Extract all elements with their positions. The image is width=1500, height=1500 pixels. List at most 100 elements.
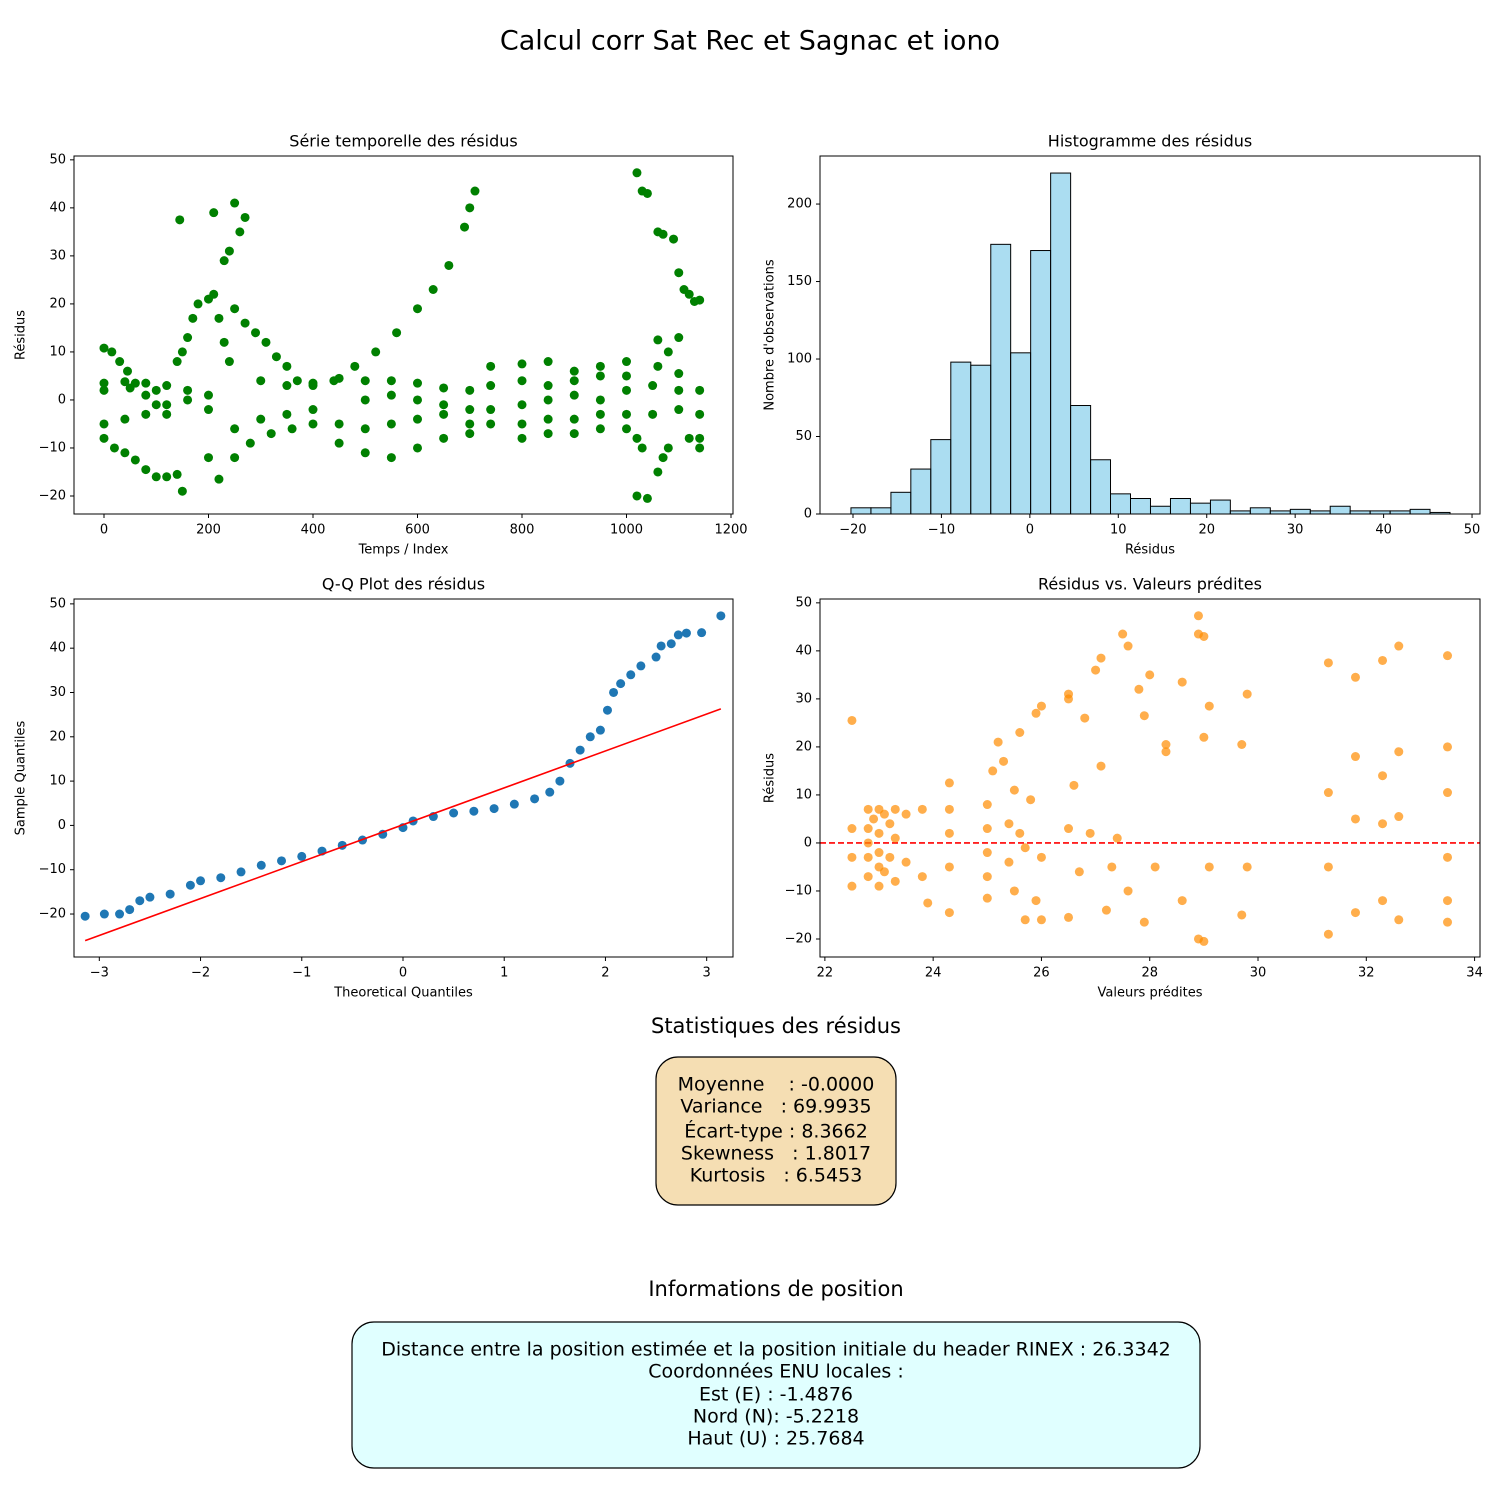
x-tick-label: 800 xyxy=(510,523,535,538)
point xyxy=(1096,761,1106,771)
point xyxy=(632,168,642,178)
point xyxy=(256,376,266,386)
point xyxy=(890,876,900,886)
point xyxy=(944,804,954,814)
point xyxy=(517,419,527,429)
point xyxy=(530,794,540,804)
point xyxy=(203,453,213,463)
y-tick-label: 20 xyxy=(795,739,812,754)
y-tick-label: 150 xyxy=(787,274,812,289)
stats-line: Écart-type : 8.3662 xyxy=(684,1120,868,1143)
point xyxy=(256,414,266,424)
point xyxy=(465,385,475,395)
point xyxy=(196,876,206,886)
point xyxy=(151,385,161,395)
point xyxy=(1204,862,1214,872)
point xyxy=(1145,670,1155,680)
point xyxy=(240,212,250,222)
point xyxy=(863,872,873,882)
y-tick-label: 10 xyxy=(49,774,66,789)
point xyxy=(224,357,234,367)
point xyxy=(1118,629,1128,639)
point xyxy=(982,872,992,882)
point xyxy=(575,745,585,755)
point xyxy=(863,852,873,862)
fit-line xyxy=(84,708,722,942)
point xyxy=(1004,819,1014,829)
point xyxy=(80,911,90,921)
point xyxy=(1036,852,1046,862)
point xyxy=(602,705,612,715)
point xyxy=(626,670,636,680)
point xyxy=(1323,658,1333,668)
point xyxy=(1107,862,1117,872)
point xyxy=(240,318,250,328)
point xyxy=(1199,936,1209,946)
bar xyxy=(890,491,912,515)
point xyxy=(695,433,705,443)
bar xyxy=(1249,507,1271,515)
point xyxy=(386,453,396,463)
point xyxy=(360,395,370,405)
point xyxy=(99,419,109,429)
point xyxy=(1101,905,1111,915)
point xyxy=(637,443,647,453)
position-line: Haut (U) : 25.7684 xyxy=(687,1428,864,1450)
point xyxy=(1020,915,1030,925)
point xyxy=(465,203,475,213)
point xyxy=(674,405,684,415)
y-tick-label: 20 xyxy=(49,296,66,311)
point xyxy=(1036,701,1046,711)
point xyxy=(642,493,652,503)
point xyxy=(695,443,705,453)
point xyxy=(141,409,151,419)
point xyxy=(1394,747,1404,757)
bar xyxy=(1169,498,1191,515)
point xyxy=(509,799,519,809)
point xyxy=(569,390,579,400)
stats-line: Variance : 69.9935 xyxy=(680,1096,871,1118)
point xyxy=(1026,795,1036,805)
point xyxy=(109,443,119,453)
stats-line: Skewness : 1.8017 xyxy=(681,1143,871,1165)
point xyxy=(674,369,684,379)
y-tick-label: −20 xyxy=(785,931,812,946)
position-line: Distance entre la position estimée et la… xyxy=(381,1339,1171,1361)
point xyxy=(188,313,198,323)
point xyxy=(334,419,344,429)
point xyxy=(1177,677,1187,687)
point xyxy=(465,419,475,429)
point xyxy=(982,893,992,903)
x-tick-label: 50 xyxy=(1464,523,1481,538)
point xyxy=(266,429,276,439)
point xyxy=(543,395,553,405)
point xyxy=(847,824,857,834)
x-tick-label: 0 xyxy=(399,966,407,981)
axes-title: Q-Q Plot des résidus xyxy=(322,575,485,594)
point xyxy=(172,469,182,479)
point xyxy=(1237,910,1247,920)
point xyxy=(261,337,271,347)
point xyxy=(632,433,642,443)
x-axis-label: Theoretical Quantiles xyxy=(333,986,473,1001)
point xyxy=(901,857,911,867)
x-tick-label: 1200 xyxy=(714,523,747,538)
point xyxy=(622,385,632,395)
x-tick-label: 32 xyxy=(1358,966,1375,981)
point xyxy=(545,787,555,797)
point xyxy=(1074,867,1084,877)
point xyxy=(1350,672,1360,682)
bar xyxy=(1030,250,1052,515)
point xyxy=(890,833,900,843)
point xyxy=(219,256,229,266)
point xyxy=(1242,862,1252,872)
stats-line: Kurtosis : 6.5453 xyxy=(690,1165,863,1187)
x-tick-label: 28 xyxy=(1141,966,1158,981)
point xyxy=(1004,857,1014,867)
point xyxy=(216,873,226,883)
y-axis-label: Résidus xyxy=(763,753,778,803)
point xyxy=(486,419,496,429)
point xyxy=(901,809,911,819)
point xyxy=(1134,684,1144,694)
bar xyxy=(910,468,932,515)
